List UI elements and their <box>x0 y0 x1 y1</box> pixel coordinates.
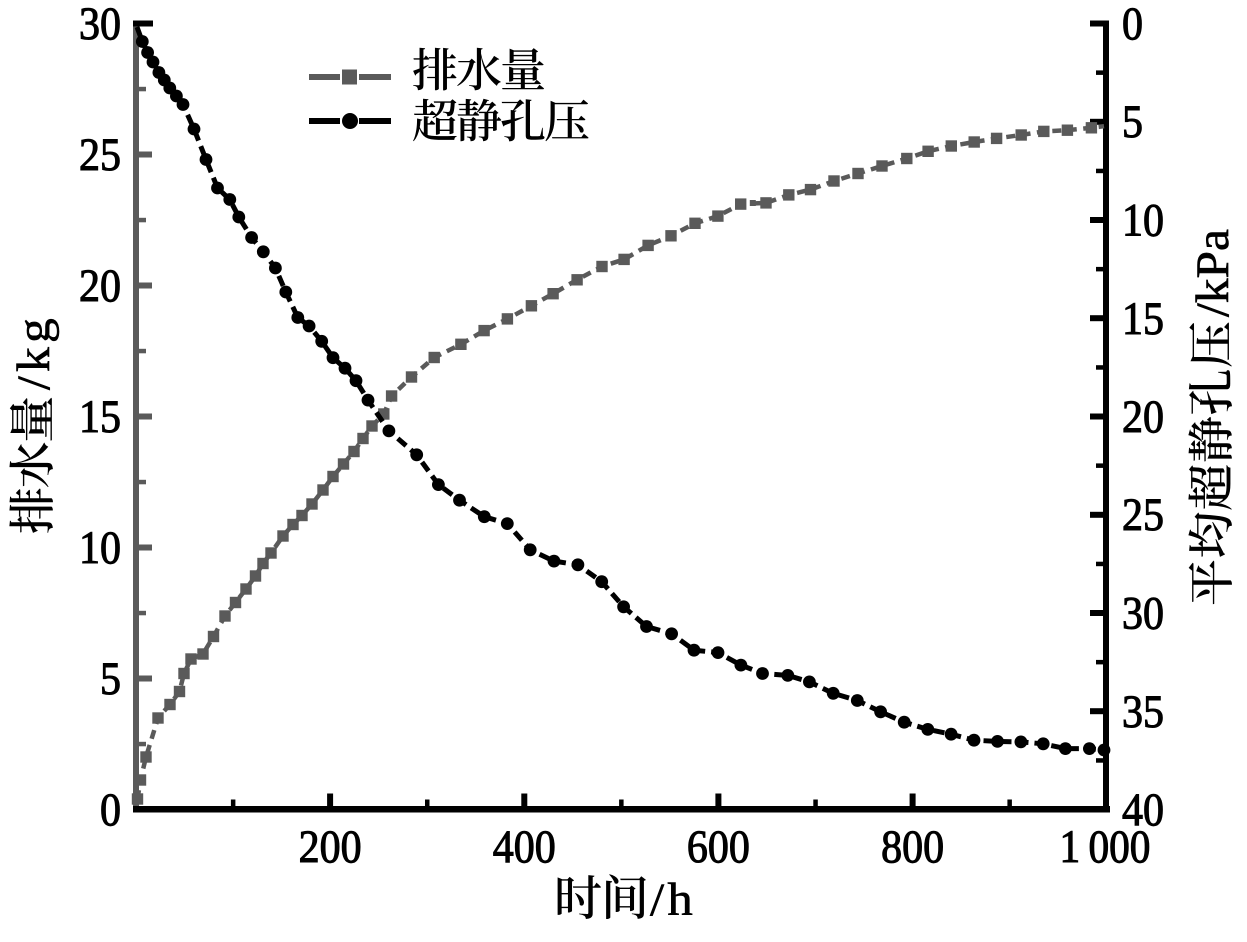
svg-text:/kPa: /kPa <box>1187 229 1239 317</box>
svg-text:30: 30 <box>1122 588 1164 640</box>
svg-text:5: 5 <box>1122 96 1143 148</box>
svg-text:/kg: /kg <box>8 314 60 390</box>
svg-text:0: 0 <box>1122 0 1143 50</box>
svg-text:30: 30 <box>79 0 121 50</box>
svg-text:200: 200 <box>299 821 362 873</box>
svg-text:25: 25 <box>1122 489 1164 541</box>
svg-text:10: 10 <box>1122 195 1164 247</box>
svg-text:20: 20 <box>79 260 121 312</box>
svg-text:600: 600 <box>687 821 750 873</box>
svg-text:0: 0 <box>100 784 121 836</box>
svg-text:1 000: 1 000 <box>1060 821 1151 873</box>
svg-text:40: 40 <box>1122 784 1164 836</box>
svg-text:15: 15 <box>79 391 121 443</box>
svg-text:10: 10 <box>79 522 121 574</box>
svg-text:/h: /h <box>650 874 696 926</box>
svg-text:800: 800 <box>881 821 944 873</box>
svg-text:35: 35 <box>1122 686 1164 738</box>
svg-text:15: 15 <box>1122 293 1164 345</box>
svg-text:20: 20 <box>1122 391 1164 443</box>
svg-text:5: 5 <box>100 653 121 705</box>
svg-text:25: 25 <box>79 129 121 181</box>
svg-text:400: 400 <box>493 821 556 873</box>
